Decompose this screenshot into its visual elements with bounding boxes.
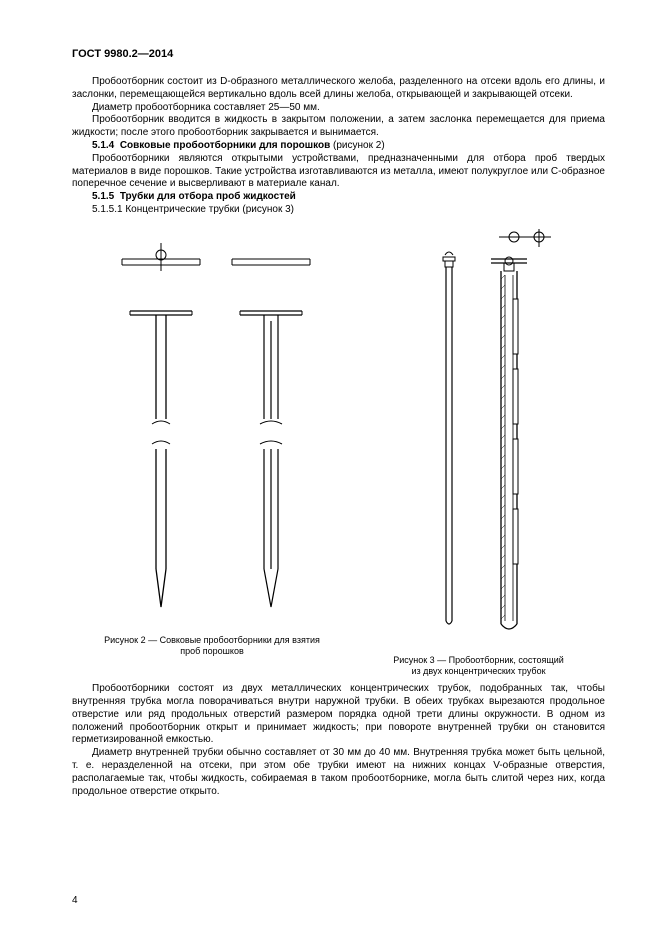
para-1: Пробоотборник состоит из D-образного мет…: [72, 76, 605, 102]
figure-3: Рисунок 3 — Пробоотборник, состоящий из …: [352, 229, 605, 678]
page-number: 4: [72, 895, 78, 906]
para-5151: 5.1.5.1 Концентрические трубки (рисунок …: [72, 204, 605, 217]
section-515-num: 5.1.5: [92, 191, 114, 202]
section-515-title: Трубки для отбора проб жидкостей: [120, 191, 296, 202]
figure-3-svg: [399, 229, 559, 649]
page: ГОСТ 9980.2—2014 Пробоотборник состоит и…: [0, 0, 661, 936]
figure-2-caption-l2: проб порошков: [180, 646, 243, 656]
figure-3-caption-l1: Рисунок 3 — Пробоотборник, состоящий: [393, 655, 564, 665]
para-6: Диаметр внутренней трубки обычно составл…: [72, 747, 605, 798]
figures-row: Рисунок 2 — Совковые пробоотборники для …: [72, 229, 605, 678]
section-514-title: Совковые пробоотборники для порошков: [120, 140, 330, 151]
para-5: Пробоотборники состоят из двух металличе…: [72, 683, 605, 747]
figure-2-svg: [92, 229, 332, 629]
body-text-bottom: Пробоотборники состоят из двух металличе…: [72, 683, 605, 798]
figure-3-caption: Рисунок 3 — Пробоотборник, состоящий из …: [393, 655, 564, 678]
body-text-top: Пробоотборник состоит из D-образного мет…: [72, 76, 605, 217]
doc-header: ГОСТ 9980.2—2014: [72, 48, 605, 60]
section-514-trail: (рисунок 2): [330, 140, 384, 151]
section-514-num: 5.1.4: [92, 140, 114, 151]
para-2: Диаметр пробоотборника составляет 25—50 …: [72, 102, 605, 115]
figure-2-caption-l1: Рисунок 2 — Совковые пробоотборники для …: [104, 635, 320, 645]
figure-2-caption: Рисунок 2 — Совковые пробоотборники для …: [104, 635, 320, 658]
section-514: 5.1.4 Совковые пробоотборники для порошк…: [72, 140, 605, 153]
figure-2: Рисунок 2 — Совковые пробоотборники для …: [72, 229, 352, 658]
para-4: Пробоотборники являются открытыми устрой…: [72, 153, 605, 191]
para-3: Пробоотборник вводится в жидкость в закр…: [72, 114, 605, 140]
section-515: 5.1.5 Трубки для отбора проб жидкостей: [72, 191, 605, 204]
figure-3-caption-l2: из двух концентрических трубок: [411, 666, 545, 676]
